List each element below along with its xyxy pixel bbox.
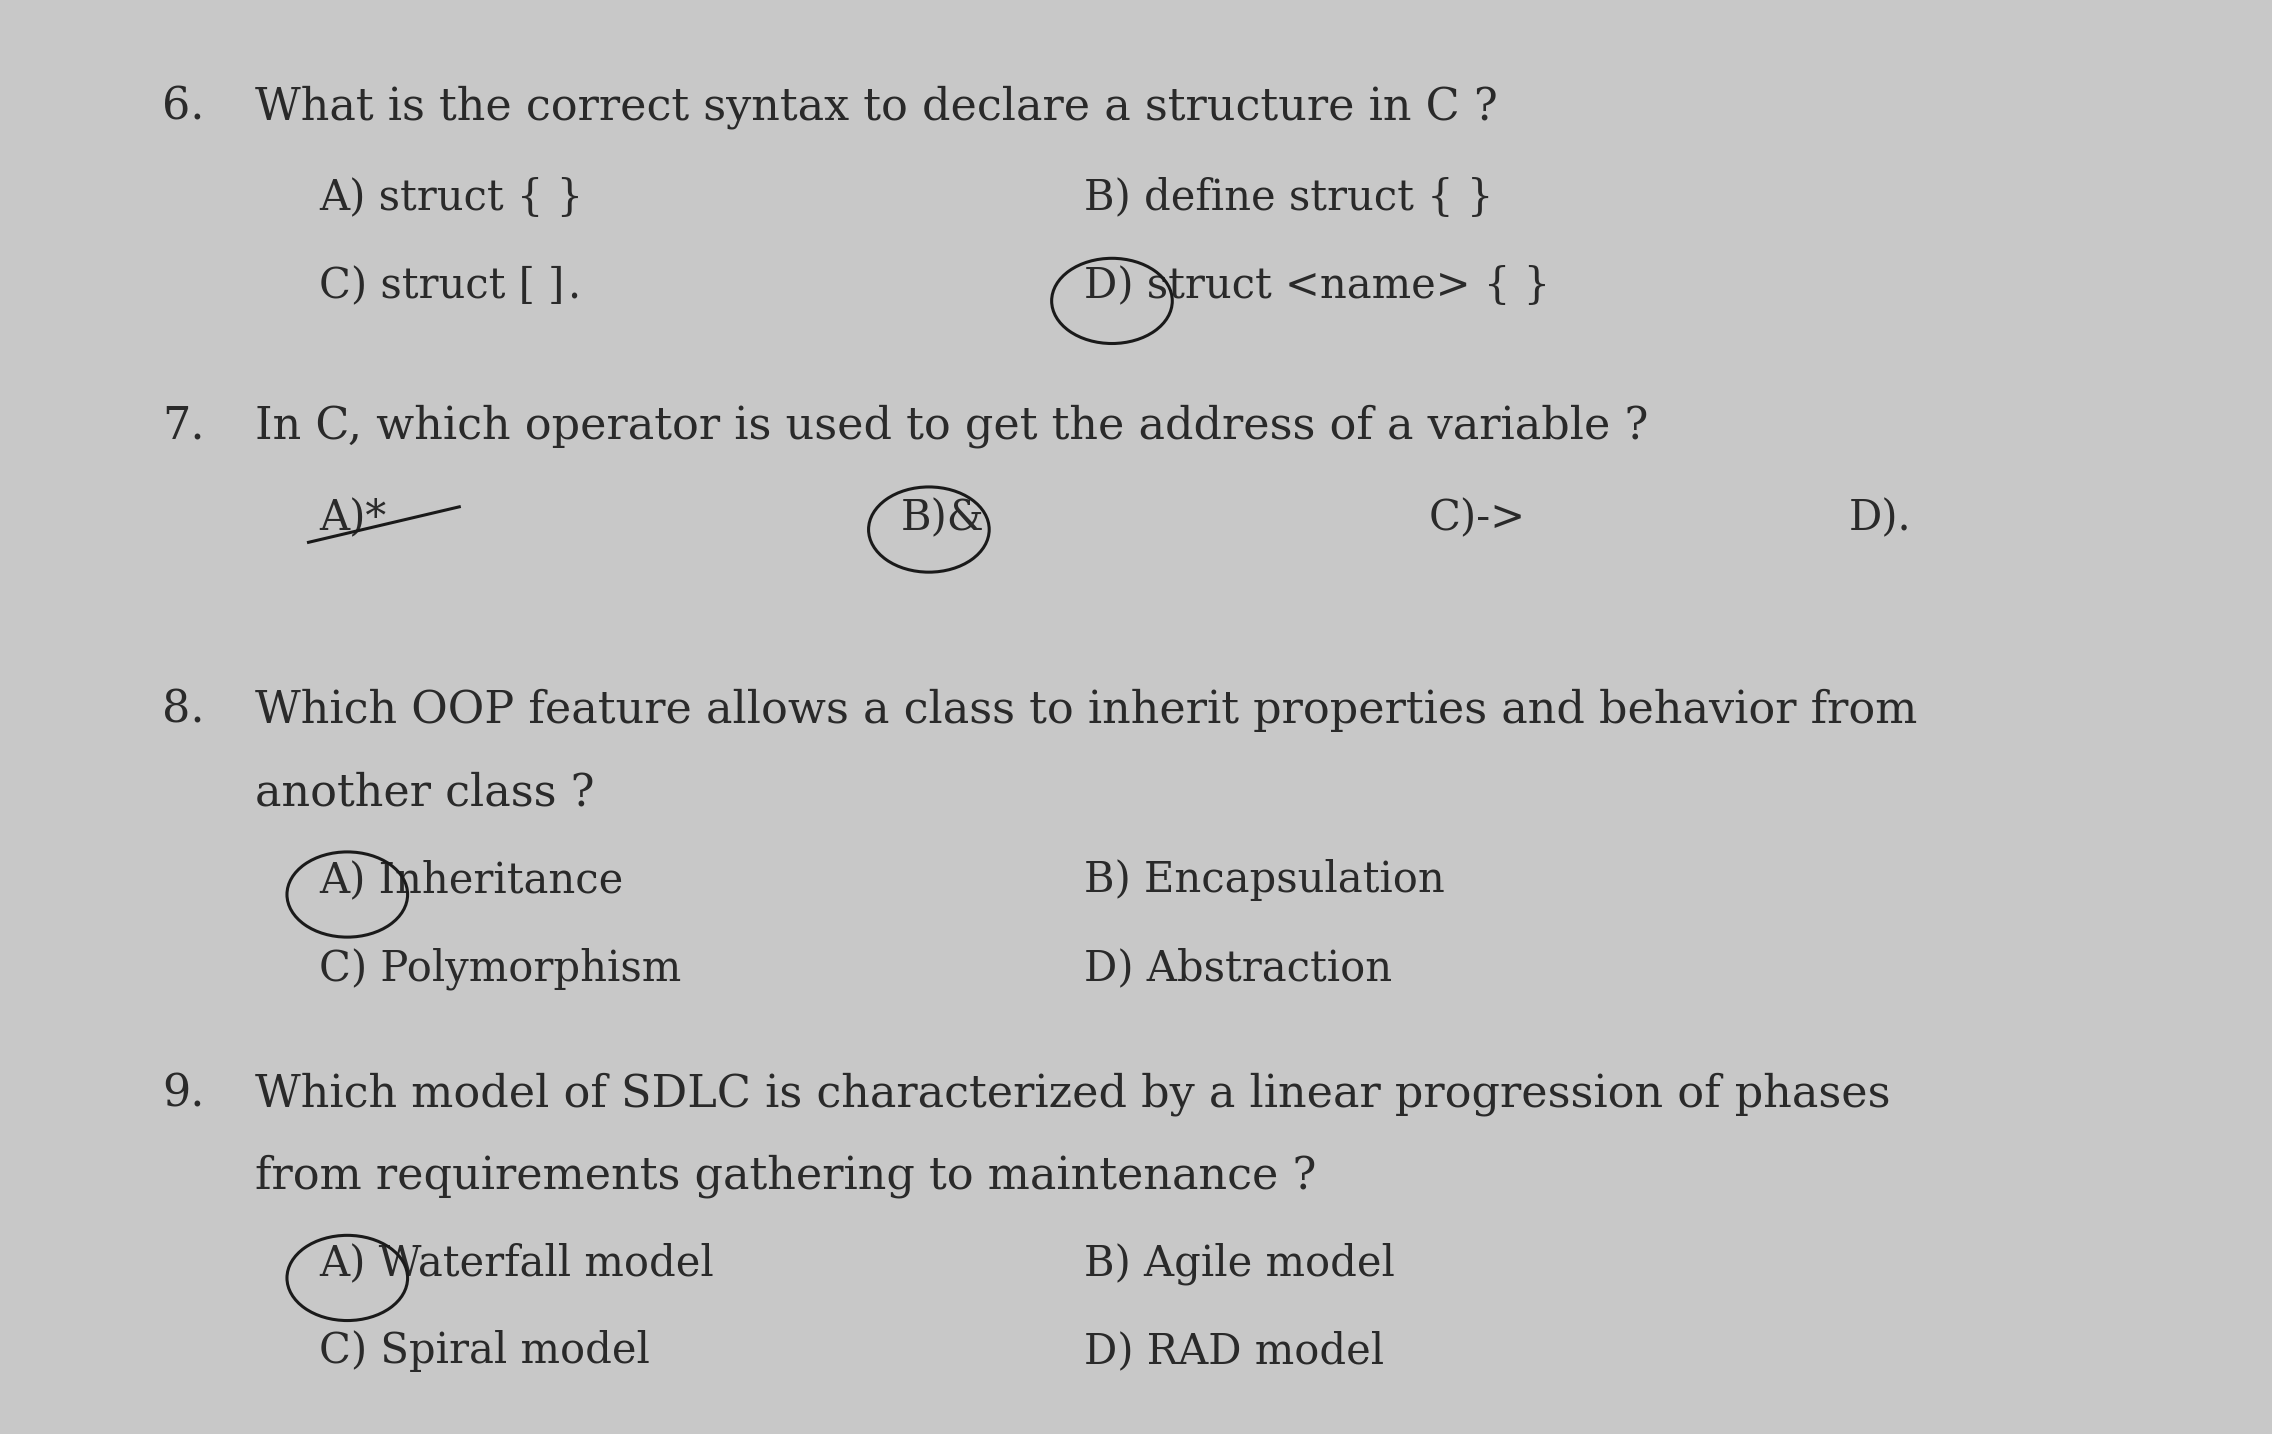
Text: C) Spiral model: C) Spiral model (320, 1331, 650, 1372)
Text: B) Agile model: B) Agile model (1084, 1242, 1395, 1285)
Text: In C, which operator is used to get the address of a variable ?: In C, which operator is used to get the … (254, 404, 1647, 449)
Text: from requirements gathering to maintenance ?: from requirements gathering to maintenan… (254, 1154, 1315, 1197)
Text: B) define struct { }: B) define struct { } (1084, 178, 1493, 219)
Text: A) Inheritance: A) Inheritance (320, 859, 623, 901)
Text: C)->: C)-> (1429, 498, 1527, 539)
Text: 6.: 6. (161, 85, 204, 128)
Text: 9.: 9. (161, 1073, 204, 1116)
Text: B)&: B)& (902, 498, 984, 539)
Text: B) Encapsulation: B) Encapsulation (1084, 859, 1445, 901)
Text: Which model of SDLC is characterized by a linear progression of phases: Which model of SDLC is characterized by … (254, 1073, 1890, 1116)
Text: .: . (568, 265, 579, 307)
Text: D) Abstraction: D) Abstraction (1084, 946, 1393, 989)
Text: A)*: A)* (320, 498, 386, 539)
Text: A) Waterfall model: A) Waterfall model (320, 1242, 713, 1285)
Text: D).: D). (1849, 498, 1911, 539)
Text: 7.: 7. (161, 404, 204, 447)
Text: D) struct <name> { }: D) struct <name> { } (1084, 265, 1550, 307)
Text: C) struct [ ]: C) struct [ ] (320, 265, 566, 307)
Text: A) struct { }: A) struct { } (320, 178, 584, 219)
Text: another class ?: another class ? (254, 771, 595, 815)
Text: C) Polymorphism: C) Polymorphism (320, 946, 682, 989)
Text: D) RAD model: D) RAD model (1084, 1331, 1384, 1372)
Text: 8.: 8. (161, 688, 204, 731)
Text: Which OOP feature allows a class to inherit properties and behavior from: Which OOP feature allows a class to inhe… (254, 688, 1918, 731)
Text: What is the correct syntax to declare a structure in C ?: What is the correct syntax to declare a … (254, 85, 1497, 129)
